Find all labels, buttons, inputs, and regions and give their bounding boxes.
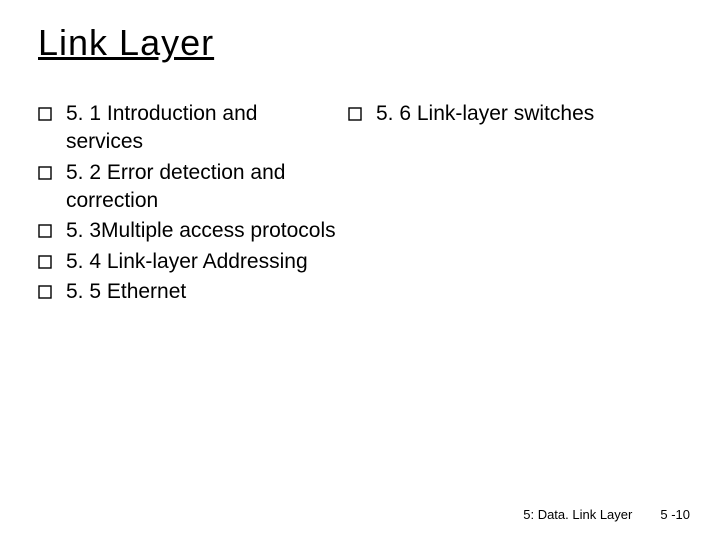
list-item-text: 5. 4 Link-layer Addressing <box>66 248 308 276</box>
list-item: 5. 4 Link-layer Addressing <box>38 248 338 276</box>
square-bullet-icon <box>348 107 368 121</box>
list-item: 5. 3Multiple access protocols <box>38 217 338 245</box>
square-bullet-icon <box>38 255 58 269</box>
list-item: 5. 6 Link-layer switches <box>348 100 690 128</box>
square-bullet-icon <box>38 224 58 238</box>
square-bullet-icon <box>38 107 58 121</box>
square-bullet-icon <box>38 166 58 180</box>
list-item-text: 5. 5 Ethernet <box>66 278 186 306</box>
left-column: 5. 1 Introduction and services 5. 2 Erro… <box>38 100 338 308</box>
right-column: 5. 6 Link-layer switches <box>338 100 690 308</box>
content-columns: 5. 1 Introduction and services 5. 2 Erro… <box>38 100 690 308</box>
list-item-text: 5. 3Multiple access protocols <box>66 217 336 245</box>
footer-chapter-label: 5: Data. Link Layer <box>523 507 632 522</box>
list-item: 5. 1 Introduction and services <box>38 100 338 157</box>
slide: Link Layer 5. 1 Introduction and service… <box>0 0 720 540</box>
list-item-text: 5. 1 Introduction and services <box>66 100 338 157</box>
list-item: 5. 2 Error detection and correction <box>38 159 338 216</box>
list-item-text: 5. 2 Error detection and correction <box>66 159 338 216</box>
slide-footer: 5: Data. Link Layer 5 -10 <box>523 507 690 522</box>
slide-title: Link Layer <box>38 22 214 64</box>
list-item: 5. 5 Ethernet <box>38 278 338 306</box>
list-item-text: 5. 6 Link-layer switches <box>376 100 594 128</box>
footer-page-number: 5 -10 <box>660 507 690 522</box>
square-bullet-icon <box>38 285 58 299</box>
